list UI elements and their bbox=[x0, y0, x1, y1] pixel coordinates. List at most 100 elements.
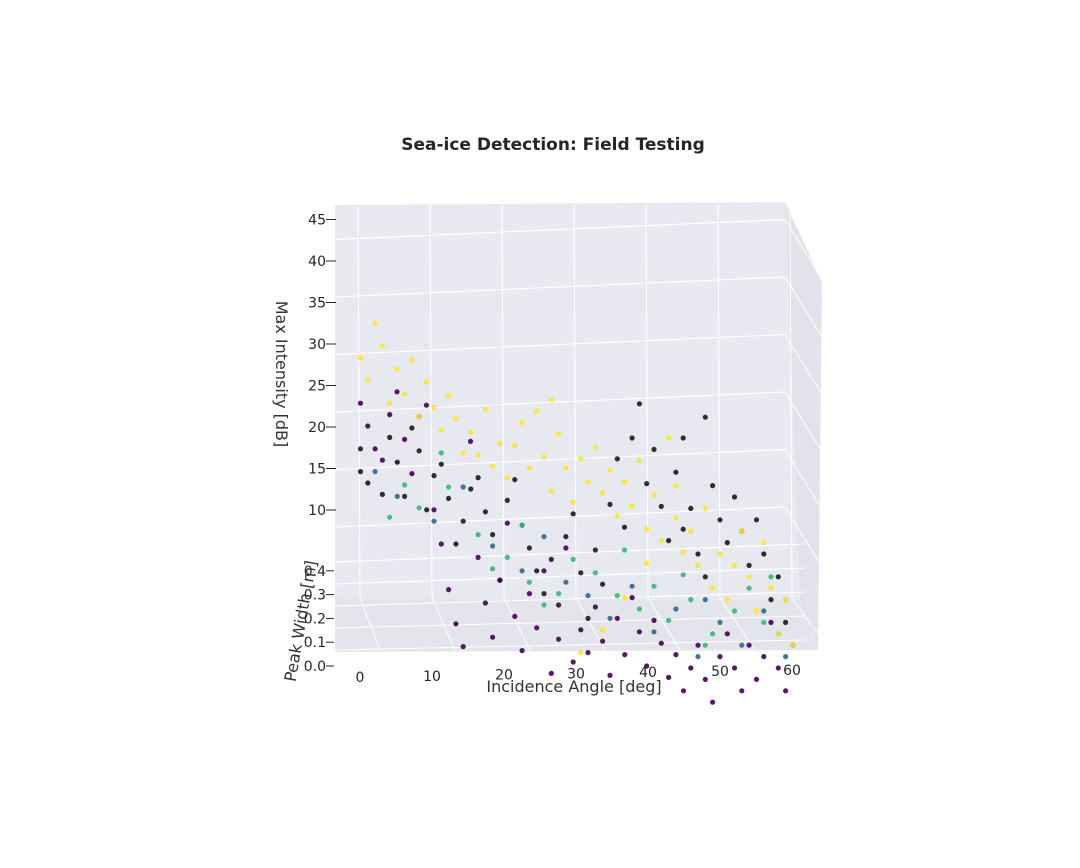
data-point bbox=[460, 644, 466, 650]
data-point bbox=[578, 627, 584, 633]
data-point bbox=[541, 591, 547, 597]
chart-title: Sea-ice Detection: Field Testing bbox=[401, 135, 705, 155]
data-point bbox=[768, 597, 774, 603]
grid-line-z bbox=[334, 506, 786, 528]
data-point bbox=[739, 528, 745, 534]
data-point bbox=[365, 480, 371, 486]
data-point bbox=[717, 517, 723, 523]
data-point bbox=[731, 665, 738, 671]
data-point bbox=[695, 654, 701, 660]
data-point bbox=[541, 602, 547, 608]
data-point bbox=[548, 556, 554, 563]
data-point bbox=[592, 444, 599, 450]
data-point bbox=[387, 434, 393, 440]
data-point bbox=[644, 481, 650, 487]
data-point bbox=[490, 634, 496, 640]
grid-line-z bbox=[334, 219, 786, 240]
data-point bbox=[394, 493, 400, 499]
data-point bbox=[746, 585, 752, 591]
data-point bbox=[607, 615, 613, 622]
data-point bbox=[761, 551, 767, 557]
data-point bbox=[563, 534, 569, 540]
data-point bbox=[563, 465, 569, 471]
data-point bbox=[592, 604, 599, 610]
data-point bbox=[629, 583, 635, 589]
z-tick-label: 40 bbox=[308, 254, 326, 270]
data-point bbox=[497, 577, 503, 583]
data-point bbox=[702, 414, 708, 420]
data-point bbox=[710, 585, 716, 591]
data-point bbox=[438, 450, 444, 456]
data-point bbox=[600, 638, 606, 644]
data-point bbox=[783, 619, 789, 626]
data-point bbox=[416, 505, 422, 511]
data-point bbox=[519, 522, 525, 528]
data-point bbox=[783, 597, 789, 603]
data-point bbox=[775, 665, 781, 671]
data-point bbox=[570, 511, 576, 517]
data-point bbox=[453, 621, 459, 627]
data-point bbox=[431, 473, 437, 479]
data-point bbox=[746, 642, 752, 648]
x-axis-label: Incidence Angle [deg] bbox=[486, 677, 661, 696]
grid-line-side-z bbox=[784, 391, 823, 453]
grid-line-z bbox=[334, 334, 786, 355]
data-point bbox=[534, 408, 540, 414]
data-point bbox=[688, 597, 694, 603]
data-point bbox=[424, 507, 430, 513]
data-point bbox=[402, 391, 408, 397]
data-point bbox=[614, 593, 620, 599]
data-point bbox=[592, 570, 599, 576]
right-side-pane bbox=[785, 202, 822, 650]
data-point bbox=[578, 456, 584, 462]
data-point bbox=[387, 514, 393, 520]
data-point bbox=[534, 568, 540, 574]
data-point bbox=[636, 401, 643, 407]
data-point bbox=[402, 482, 408, 488]
grid-line-z bbox=[334, 391, 786, 413]
data-point bbox=[446, 587, 452, 593]
data-point bbox=[666, 435, 672, 441]
data-point bbox=[761, 654, 767, 660]
data-point bbox=[673, 469, 679, 475]
data-point bbox=[504, 520, 510, 526]
data-point bbox=[592, 547, 599, 553]
data-point bbox=[644, 560, 650, 567]
data-point bbox=[482, 406, 488, 412]
data-point bbox=[680, 435, 686, 441]
data-point bbox=[578, 570, 584, 576]
data-point bbox=[651, 446, 657, 452]
data-point bbox=[512, 613, 518, 620]
data-point bbox=[431, 518, 437, 524]
data-point bbox=[621, 524, 628, 530]
grid-lines bbox=[334, 104, 831, 651]
data-point bbox=[570, 499, 576, 505]
data-point bbox=[761, 619, 767, 626]
data-point bbox=[651, 492, 657, 498]
data-point bbox=[600, 627, 606, 633]
data-point bbox=[541, 568, 547, 574]
data-point bbox=[644, 663, 650, 669]
data-point bbox=[519, 420, 525, 426]
data-point bbox=[621, 479, 628, 485]
x-tick-label: 40 bbox=[639, 665, 657, 681]
z-axis-label: Max Intensity [dB] bbox=[272, 301, 291, 448]
grid-line-y bbox=[334, 591, 806, 607]
data-point bbox=[666, 617, 672, 624]
data-point bbox=[438, 427, 444, 433]
x-tick-label: 0 bbox=[356, 670, 365, 686]
data-point bbox=[651, 629, 657, 635]
grid-line-z bbox=[334, 161, 786, 183]
data-point bbox=[556, 602, 562, 608]
data-point bbox=[600, 490, 606, 496]
data-point bbox=[607, 467, 613, 473]
grid-line-side-z bbox=[784, 161, 823, 223]
data-point bbox=[607, 501, 613, 507]
data-point bbox=[746, 574, 752, 580]
data-point bbox=[365, 423, 371, 429]
grid-line-side-z bbox=[784, 276, 823, 338]
grid-line-side-z bbox=[784, 449, 823, 510]
data-point bbox=[548, 488, 554, 494]
data-point bbox=[658, 640, 664, 646]
